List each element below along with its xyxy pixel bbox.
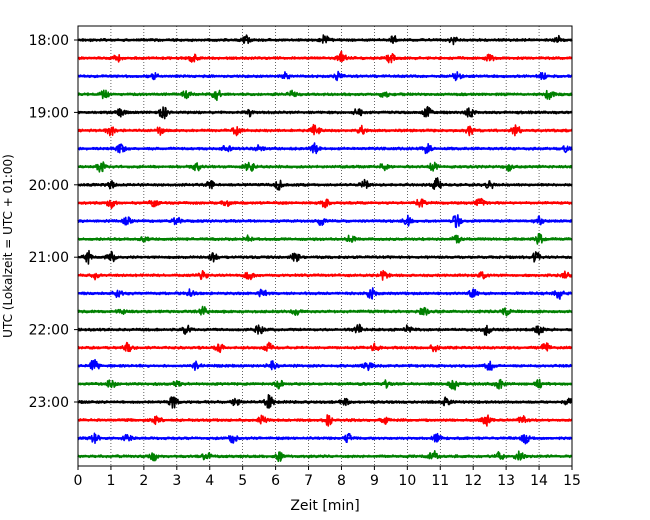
x-tick-label: 5 [238,473,247,489]
x-tick-label: 15 [563,473,581,489]
x-tick-label: 7 [304,473,313,489]
y-axis-label: UTC (Lokalzeit = UTC + 01:00) [1,154,15,338]
x-tick-label: 8 [337,473,346,489]
y-tick-label: 22:00 [29,323,69,339]
x-tick-label: 1 [106,473,115,489]
x-tick-label: 12 [464,473,482,489]
x-tick-label: 3 [172,473,181,489]
x-tick-label: 10 [398,473,416,489]
y-tick-label: 20:00 [29,178,69,194]
plot-frame [77,25,573,467]
seismic-traces [77,34,573,463]
grid-lines [110,26,540,466]
x-tick-label: 6 [271,473,280,489]
trace-2315 [77,414,573,427]
x-tick-label: 4 [205,473,214,489]
y-axis-ticks: 18:00 19:00 20:00 21:00 22:00 23:00 [29,33,78,411]
x-tick-label: 9 [370,473,379,489]
x-tick-label: 13 [497,473,515,489]
x-tick-label: 2 [139,473,148,489]
x-tick-label: 11 [431,473,449,489]
x-tick-label: 0 [74,473,83,489]
y-tick-label: 23:00 [29,395,69,411]
y-tick-label: 18:00 [29,33,69,49]
y-tick-label: 21:00 [29,250,69,266]
y-tick-label: 19:00 [29,105,69,121]
x-axis-label: Zeit [min] [290,498,359,514]
x-axis-ticks: 0 1 2 3 4 5 6 7 8 9 10 11 12 13 14 15 [74,466,581,489]
x-tick-label: 14 [530,473,548,489]
